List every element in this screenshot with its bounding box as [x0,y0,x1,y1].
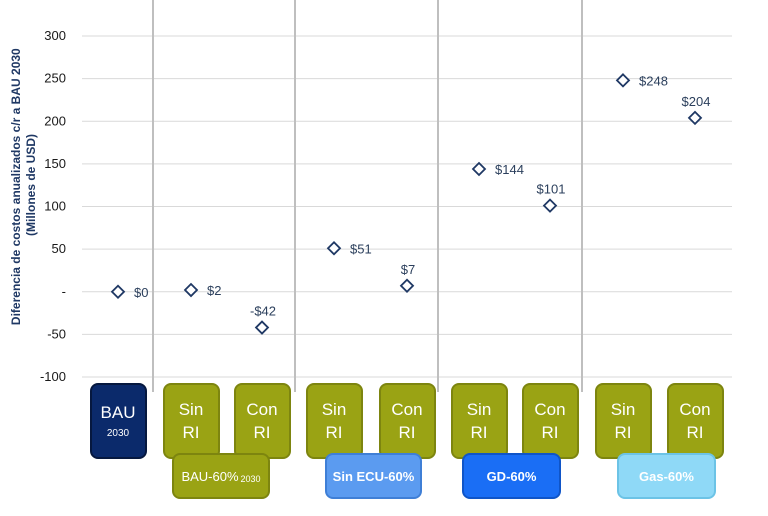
data-label: $51 [350,241,372,256]
group-label: Sin ECU-60% [332,468,415,484]
y-axis-label: Diferencia de costos anualizados c/r a B… [9,45,38,325]
gridlines [82,35,732,378]
y-tick-label: 300 [44,28,66,43]
data-point-marker [687,110,703,126]
scenario-label-line2: RI [325,423,343,442]
scenario-label-line1: Con [534,400,566,419]
data-point-marker [471,161,487,177]
scenario-label-line1: Con [391,400,423,419]
group-label: BAU-60% [181,468,239,484]
scenario-box: Sin RI [305,383,363,459]
data-point-marker [110,284,126,300]
scenario-group-box: BAU-60% 2030 [172,453,270,499]
scenario-box: Sin RI [162,383,220,459]
scenario-label-line2: RI [614,423,632,442]
data-label: $101 [537,182,566,197]
y-tick-label: 200 [44,113,66,128]
scenario-label-line1: BAU [100,403,136,422]
scenario-label-line2: RI [398,423,416,442]
scenario-box: BAU 2030 [89,383,147,459]
y-tick-label: 50 [52,241,66,256]
y-tick-label: 100 [44,199,66,214]
data-point-marker [183,282,199,298]
data-label: $248 [639,73,668,88]
group-label: GD-60% [486,468,537,484]
y-tick-label: 150 [44,156,66,171]
scenario-box: Con RI [378,383,436,459]
scenario-label-line2: RI [541,423,559,442]
scenario-box: Con RI [666,383,724,459]
scenario-group-box: GD-60% [462,453,561,499]
scenario-label-line2: RI [470,423,488,442]
scenario-label-line1: Con [679,400,711,419]
y-tick-label: - [62,284,66,299]
data-label: $7 [401,262,415,277]
scenario-box: Sin RI [594,383,652,459]
group-separators [152,0,583,392]
data-point-marker [615,73,631,88]
data-point-marker [326,240,342,256]
scenario-group-box: Gas-60% [617,453,716,499]
data-label: $0 [134,285,148,300]
group-label: Gas-60% [639,468,694,484]
y-tick-label: -50 [47,326,66,341]
data-point-marker [399,278,415,294]
data-point-marker [542,198,558,213]
scenario-label-line1: Sin [466,400,492,419]
y-tick-label: 250 [44,71,66,86]
scenario-box: Con RI [233,383,291,459]
data-points: $0 $2 -$42 $51 $7 $144 $101 $248 $204 [110,73,711,335]
scenario-group-box: Sin ECU-60% [325,453,422,499]
scenario-label-line1: Con [246,400,278,419]
scenario-label-line1: Sin [321,400,347,419]
scenario-label-line1: Sin [178,400,204,419]
scenario-box: Sin RI [450,383,508,459]
data-label: $2 [207,283,221,298]
group-label-sub: 2030 [240,474,261,484]
data-label: -$42 [250,304,276,319]
data-label: $204 [682,94,711,109]
scenario-label-line1: Sin [610,400,636,419]
data-point-marker [254,320,270,335]
scenario-label-line2: RI [182,423,200,442]
scenario-label-line2: RI [686,423,704,442]
scenario-label-line2: RI [253,423,271,442]
y-tick-label: -100 [40,369,66,384]
data-label: $144 [495,162,524,177]
scenario-box: Con RI [521,383,579,459]
scenario-label-line2: 2030 [106,428,130,439]
